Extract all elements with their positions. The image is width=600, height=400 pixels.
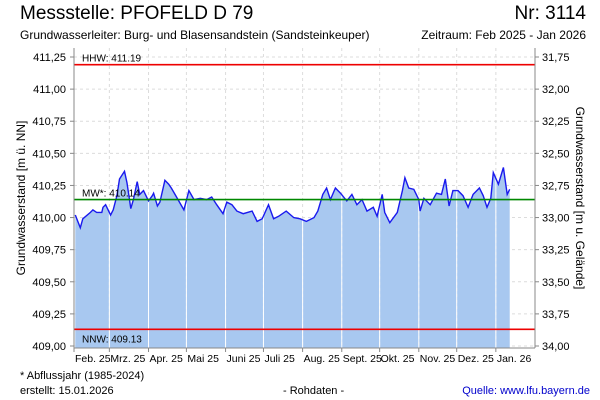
- x-tick-label: Mrz. 25: [110, 353, 145, 365]
- y-tick-label-right: 33,25: [542, 245, 570, 257]
- x-tick-label: Mai 25: [187, 353, 219, 365]
- x-tick-label: Jan. 26: [497, 353, 532, 365]
- y-tick-label: 409,25: [32, 309, 66, 321]
- water-level-area: [75, 167, 510, 348]
- y-tick-label-right: 33,00: [542, 213, 570, 225]
- x-tick-label: Aug. 25: [304, 353, 340, 365]
- y-tick-label: 410,25: [32, 180, 66, 192]
- y-tick-label: 411,00: [33, 84, 66, 96]
- y-tick-label-right: 32,50: [542, 148, 570, 160]
- y-tick-label-right: 32,00: [542, 84, 570, 96]
- x-tick-label: Feb. 25: [75, 353, 111, 365]
- reference-label-mw: MW*: 410.14: [82, 189, 140, 200]
- x-tick-label: Okt. 25: [381, 353, 415, 365]
- y-tick-label-right: 33,50: [542, 277, 570, 289]
- aquifer-label: Grundwasserleiter: Burg- und Blasensands…: [20, 28, 370, 42]
- water-level-line: [74, 167, 511, 231]
- y-tick-label: 411,25: [33, 52, 66, 64]
- reference-label-nnw: NNW: 409.13: [82, 334, 142, 345]
- y-tick-label: 409,50: [32, 277, 66, 289]
- period-label: Zeitraum: Feb 2025 - Jan 2026: [421, 28, 586, 42]
- y-tick-label: 409,75: [32, 245, 66, 257]
- x-tick-label: Sept. 25: [343, 353, 382, 365]
- page-title: Messstelle: PFOFELD D 79: [20, 3, 254, 24]
- y-tick-label: 410,00: [32, 213, 66, 225]
- x-tick-label: Nov. 25: [420, 353, 456, 365]
- y-tick-label-right: 33,75: [542, 309, 570, 321]
- y-axis-title: Grundwasserstand [m ü. NN]: [14, 121, 28, 276]
- y-tick-label-right: 32,25: [542, 116, 570, 128]
- created-date: erstellt: 15.01.2026: [20, 385, 114, 397]
- y-tick-label: 410,50: [32, 148, 66, 160]
- reference-label-hhw: HHW: 411.19: [82, 54, 142, 65]
- station-number: Nr: 3114: [514, 3, 586, 24]
- y-tick-label-right: 34,00: [542, 341, 570, 353]
- x-tick-label: Juni 25: [227, 353, 261, 365]
- y-tick-label: 410,75: [32, 116, 66, 128]
- raw-data-note: - Rohdaten -: [283, 385, 345, 397]
- x-tick-label: Juli 25: [264, 353, 295, 365]
- y-tick-label-right: 31,75: [542, 52, 570, 64]
- x-tick-label: Apr. 25: [150, 353, 183, 365]
- source-link[interactable]: Quelle: www.lfu.bayern.de: [462, 385, 590, 397]
- y-tick-label-right: 32,75: [542, 180, 570, 192]
- y-tick-label: 409,00: [32, 341, 66, 353]
- x-tick-label: Dez. 25: [458, 353, 494, 365]
- footnote: * Abflussjahr (1985-2024): [20, 370, 145, 382]
- y-axis-title-right: Grundwasserstand [m u. Gelände]: [573, 107, 587, 290]
